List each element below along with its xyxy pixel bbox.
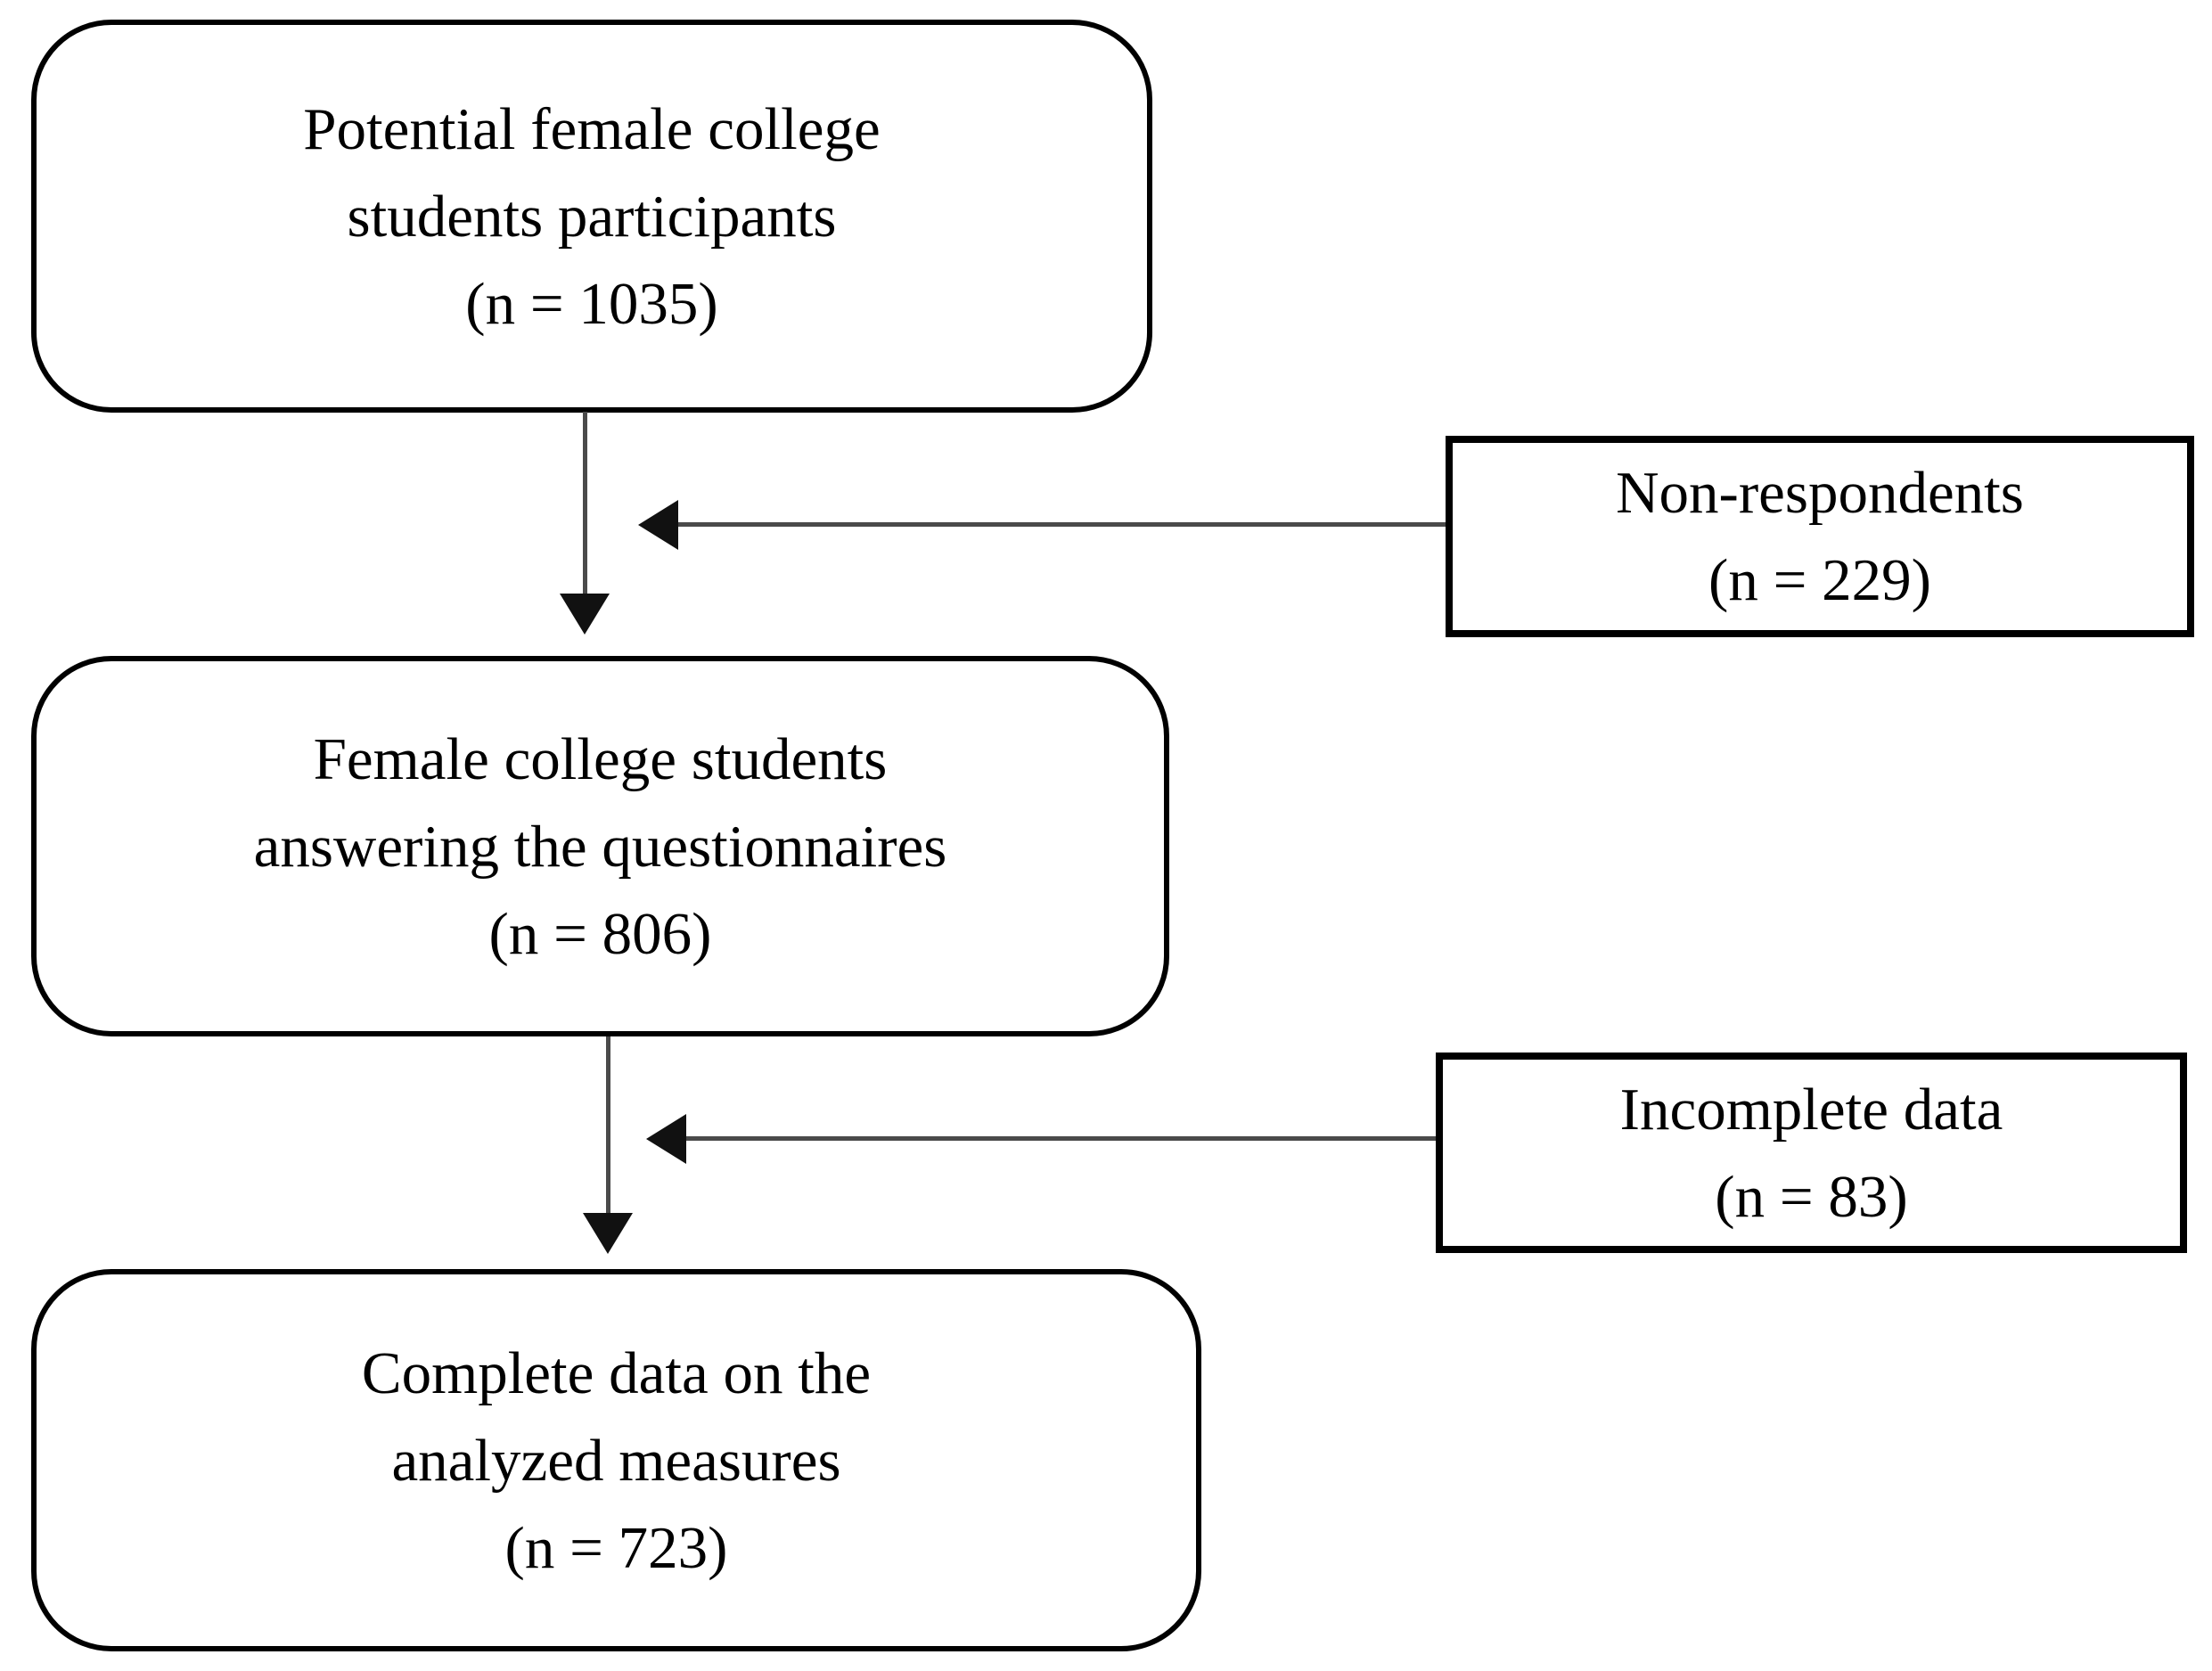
box-text-line: (n = 806): [488, 900, 712, 967]
box-text-line: analyzed measures: [391, 1427, 841, 1494]
flow-box-incomplete-data: Incomplete data (n = 83): [1436, 1053, 2187, 1253]
box-text-line: (n = 1035): [465, 270, 718, 337]
flow-box-answering-questionnaires: Female college students answering the qu…: [31, 656, 1169, 1036]
box-text-line: Complete data on the: [361, 1339, 872, 1406]
flow-box-potential-participants: Potential female college students partic…: [31, 20, 1152, 413]
box-text-line: Incomplete data: [1619, 1076, 2003, 1143]
arrow-line-incomplete-exclusion: [667, 1136, 1436, 1141]
box-text-line: Female college students: [313, 725, 888, 792]
arrow-left-icon: [646, 1114, 686, 1164]
box-text-line: Non-respondents: [1616, 460, 2024, 526]
arrow-left-icon: [638, 500, 678, 550]
box-text-line: students participants: [347, 183, 837, 250]
arrow-line-answering-to-complete: [606, 1036, 610, 1215]
arrow-line-non-respondents-exclusion: [660, 522, 1446, 527]
box-text-line: (n = 229): [1708, 547, 1931, 613]
flow-box-complete-data: Complete data on the analyzed measures (…: [31, 1269, 1201, 1651]
arrow-down-icon: [560, 594, 610, 635]
arrow-down-icon: [583, 1213, 633, 1254]
box-text-line: Potential female college: [303, 95, 881, 162]
box-text-line: (n = 83): [1715, 1163, 1908, 1230]
box-text-line: (n = 723): [504, 1514, 728, 1581]
flow-box-non-respondents: Non-respondents (n = 229): [1446, 436, 2194, 637]
box-text-line: answering the questionnaires: [253, 813, 947, 880]
arrow-line-potential-to-answering: [583, 412, 587, 595]
